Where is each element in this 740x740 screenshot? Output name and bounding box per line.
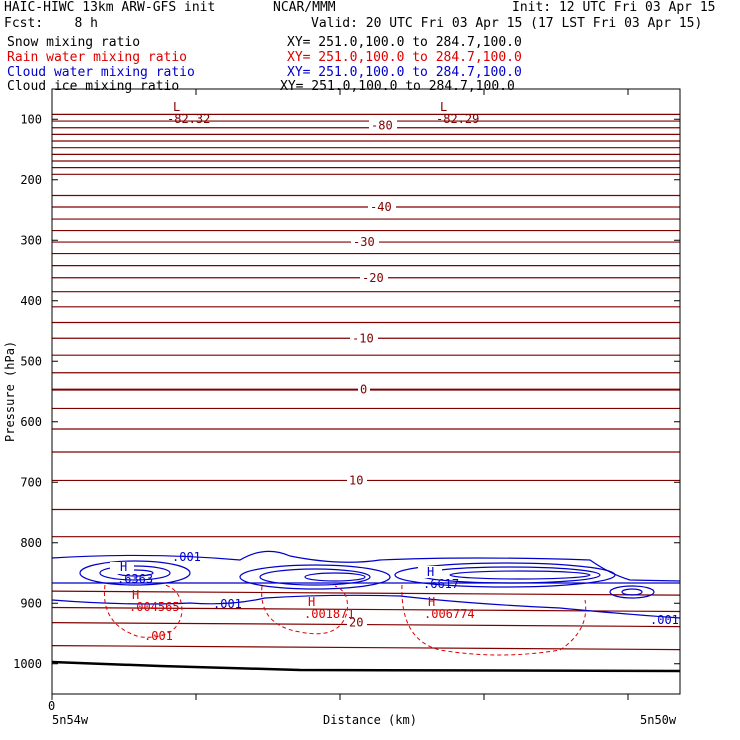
high-marker-3: H (132, 588, 139, 602)
high-value-3: .004565 (129, 600, 180, 614)
temperature-labels: -80 -40 -30 -20 -10 0 10 20 (347, 118, 397, 630)
field-xy-snow: XY= 251.0,100.0 to 284.7,100.0 (287, 35, 522, 50)
cloud-water-contour-label-3: .001 (650, 613, 679, 627)
y-tick-label: 1000 (13, 657, 42, 671)
low-value-2: -82.29 (436, 112, 479, 126)
low-marker-1: L (173, 100, 180, 114)
init-time: Init: 12 UTC Fri 03 Apr 15 (512, 0, 716, 15)
cloud-water-contour-label-1: .001 (172, 550, 201, 564)
y-tick-label: 200 (20, 173, 42, 187)
high-marker-1-bg (110, 562, 134, 574)
rain-water-contours (103, 584, 587, 656)
isotherm-label: -10 (352, 331, 374, 345)
x-end-label: 5n50w (640, 713, 677, 727)
high-marker-4: H (308, 595, 315, 609)
cloud-water-contour-label-2: .001 (213, 597, 242, 611)
x-axis-ticks (51, 89, 629, 700)
field-label-snow: Snow mixing ratio (7, 35, 141, 50)
cloud-water-cell-3 (394, 562, 616, 588)
cloud-water-cell-4 (609, 585, 655, 599)
isotherm-label: -40 (370, 200, 392, 214)
y-axis-title: Pressure (hPa) (3, 341, 17, 442)
isotherm-label: 0 (360, 383, 367, 397)
isotherm-label: 10 (349, 473, 363, 487)
chart-title: HAIC-HIWC 13km ARW-GFS init (4, 0, 216, 15)
low-marker-2: L (440, 100, 447, 114)
cloud-water-contours (51, 550, 681, 619)
surface-pressure-line (51, 660, 681, 673)
forecast-hour: Fcst: 8 h (4, 16, 98, 31)
isotherm-label-bg (347, 473, 367, 487)
isotherm-label-bg (347, 615, 367, 629)
high-marker-1: H (120, 560, 127, 574)
field-label-cloud-ice: Cloud ice mixing ratio (7, 79, 180, 94)
isotherm-label-bg (351, 235, 379, 249)
high-value-1: .6363 (117, 572, 153, 586)
high-value-5: .006774 (424, 607, 475, 621)
high-marker-2: H (427, 565, 434, 579)
cloud-water-cell-4-core (621, 588, 643, 596)
rain-water-contour-3 (401, 584, 587, 656)
y-tick-label: 800 (20, 536, 42, 550)
isotherm-label: -20 (362, 271, 384, 285)
y-tick-label: 900 (20, 596, 42, 610)
cloud-water-cell-3-core (449, 570, 591, 580)
y-tick-label: 300 (20, 233, 42, 247)
rain-water-contour-2 (261, 585, 348, 635)
field-label-cloud-water: Cloud water mixing ratio (7, 65, 195, 80)
y-tick-label: 100 (20, 112, 42, 126)
cloud-water-cell-2 (239, 564, 391, 590)
high-marker-5: H (428, 595, 435, 609)
field-xy-cloud-water: XY= 251.0,100.0 to 284.7,100.0 (287, 65, 522, 80)
y-tick-label: 700 (20, 475, 42, 489)
isotherm-line (51, 606, 681, 613)
cloud-water-cell-2-core (304, 572, 366, 582)
high-value-4: .001871 (304, 607, 355, 621)
isotherm-label-bg (369, 118, 397, 132)
isotherm-line (51, 590, 681, 596)
isotherm-line (51, 644, 681, 651)
field-xy-cloud-ice: XY= 251.0,100.0 to 284.7,100.0 (280, 79, 515, 94)
cloud-water-cell-1 (79, 560, 191, 586)
x-start-label: 5n54w (52, 713, 89, 727)
high-marker-2-bg (418, 566, 442, 578)
isotherm-label: -30 (353, 235, 375, 249)
isotherm-label: 20 (349, 616, 363, 630)
y-tick-label: 500 (20, 354, 42, 368)
rain-water-contour-1 (103, 584, 183, 638)
y-tick-label: 600 (20, 415, 42, 429)
cloud-water-contour-outer (51, 550, 681, 582)
isotherm-label-bg (360, 270, 388, 284)
low-value-1: -82.32 (167, 112, 210, 126)
field-label-rain: Rain water mixing ratio (7, 50, 188, 65)
cloud-water-cell-2-inner (259, 568, 371, 586)
field-xy-rain: XY= 251.0,100.0 to 284.7,100.0 (287, 50, 522, 65)
high-value-2: .6617 (423, 577, 459, 591)
x-origin-tick: 0 (48, 699, 55, 713)
isotherm-label-bg (358, 382, 370, 396)
cloud-water-cell-1-inner (99, 565, 171, 581)
plot-frame (51, 88, 681, 695)
isotherm-label-bg (368, 199, 396, 213)
x-axis-title: Distance (km) (323, 713, 417, 727)
isotherm-label: -80 (371, 118, 393, 132)
rain-water-contour-label: .001 (144, 629, 173, 643)
y-tick-label: 400 (20, 294, 42, 308)
isotherm-label-bg (350, 331, 378, 345)
organization-label: NCAR/MMM (273, 0, 336, 15)
valid-time: Valid: 20 UTC Fri 03 Apr 15 (17 LST Fri … (311, 16, 703, 31)
cloud-water-contour-lower (51, 594, 681, 619)
